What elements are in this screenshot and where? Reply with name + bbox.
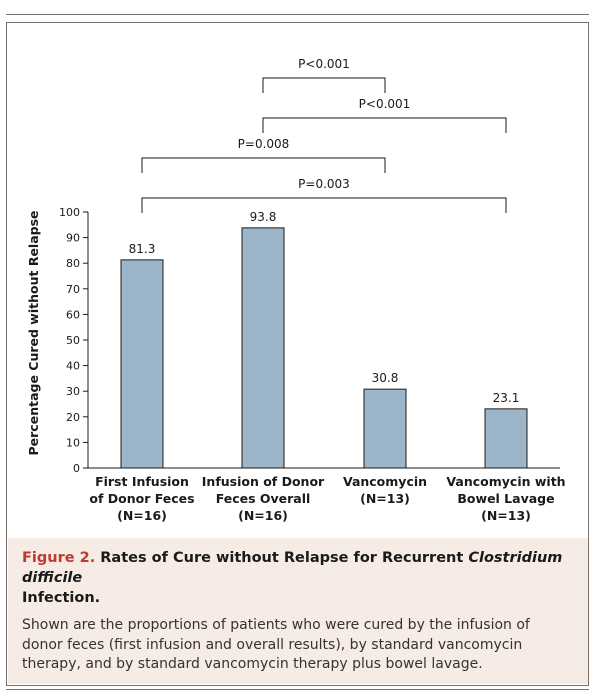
category-label: Bowel Lavage <box>457 491 554 506</box>
p-value-label: P=0.003 <box>298 177 350 191</box>
p-value-label: P<0.001 <box>359 97 411 111</box>
bar-value-label: 93.8 <box>250 210 277 224</box>
y-tick-label: 10 <box>66 436 80 449</box>
y-tick-label: 90 <box>66 232 80 245</box>
y-tick-label: 60 <box>66 308 80 321</box>
y-tick-label: 100 <box>59 206 80 219</box>
bar <box>363 388 407 469</box>
category-label: Vancomycin <box>343 474 427 489</box>
y-tick-label: 30 <box>66 385 80 398</box>
y-tick-label: 80 <box>66 257 80 270</box>
caption-title-text: Rates of Cure without Relapse for Recurr… <box>95 550 469 566</box>
category-label: of Donor Feces <box>89 491 194 506</box>
category-label: First Infusion <box>95 474 189 489</box>
bar-value-label: 23.1 <box>493 391 520 405</box>
y-tick-label: 20 <box>66 411 80 424</box>
bar-value-label: 81.3 <box>129 242 156 256</box>
category-label: Vancomycin with <box>446 474 565 489</box>
category-label: Infusion of Donor <box>202 474 325 489</box>
figure-label: Figure 2. <box>22 550 96 566</box>
y-tick-label: 70 <box>66 283 80 296</box>
significance-bracket <box>262 117 507 133</box>
bars: 81.3 93.8 30.8 23.1 <box>120 210 528 469</box>
y-axis: 0 10 20 30 40 50 60 70 80 90 100 <box>59 206 560 475</box>
category-label: (N=16) <box>117 508 167 523</box>
significance-brackets: P<0.001 P<0.001 P=0.008 P=0.003 <box>141 57 507 213</box>
significance-bracket <box>141 157 386 173</box>
top-rule <box>6 14 589 15</box>
caption-body: Shown are the proportions of patients wh… <box>22 617 530 672</box>
y-tick-label: 50 <box>66 334 80 347</box>
bar <box>120 259 164 469</box>
p-value-label: P<0.001 <box>298 57 350 71</box>
category-label: Feces Overall <box>216 491 311 506</box>
significance-bracket <box>262 77 386 93</box>
category-label: (N=13) <box>360 491 410 506</box>
category-labels: First Infusion of Donor Feces (N=16) Infusi… <box>89 474 565 523</box>
caption-title-end: Infection. <box>22 590 101 606</box>
caption-title: Figure 2. Rates of Cure without Relapse … <box>22 548 574 608</box>
significance-bracket <box>141 197 507 213</box>
y-axis-label: Percentage Cured without Relapse <box>26 210 41 455</box>
bar <box>484 408 528 469</box>
bar-value-label: 30.8 <box>372 371 399 385</box>
y-tick-label: 40 <box>66 360 80 373</box>
category-label: (N=13) <box>481 508 531 523</box>
p-value-label: P=0.008 <box>238 137 290 151</box>
bottom-rule <box>6 689 589 690</box>
figure-caption: Figure 2. Rates of Cure without Relapse … <box>8 538 588 684</box>
y-tick-label: 0 <box>73 462 80 475</box>
category-label: (N=16) <box>238 508 288 523</box>
caption-title-italic: Clostridium difficile <box>22 550 563 586</box>
bar <box>241 227 285 469</box>
